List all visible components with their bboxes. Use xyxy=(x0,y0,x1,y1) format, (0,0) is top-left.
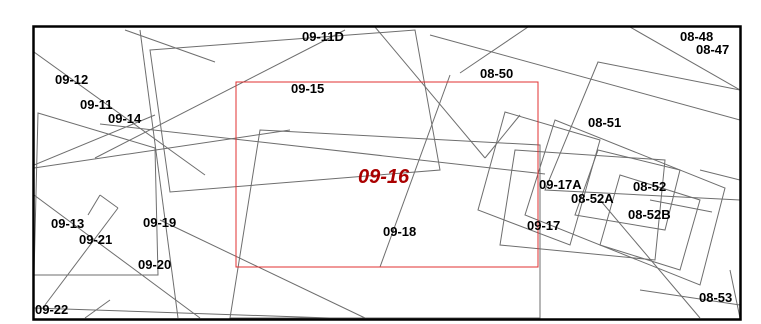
sheet-boundary xyxy=(124,29,216,63)
sheet-08-51 xyxy=(544,61,740,201)
sheet-boundary xyxy=(639,289,740,306)
sheet-label-09-14[interactable]: 09-14 xyxy=(108,111,142,126)
sheet-boundary xyxy=(99,123,546,175)
sheet-label-09-18[interactable]: 09-18 xyxy=(383,224,416,239)
sheet-label-09-19[interactable]: 09-19 xyxy=(143,215,176,230)
sheet-boundary xyxy=(84,299,111,319)
sheet-boundary xyxy=(379,74,451,268)
sheet-label-08-48[interactable]: 08-48 xyxy=(680,29,713,44)
sheet-boundary xyxy=(429,34,740,121)
sheet-08-52 xyxy=(574,149,681,231)
sheet-boundary xyxy=(94,29,346,159)
sheet-label-09-12[interactable]: 09-12 xyxy=(55,72,88,87)
sheet-boundary xyxy=(699,169,740,181)
sheet-label-08-52[interactable]: 08-52 xyxy=(633,179,666,194)
highlighted-sheet-frame xyxy=(235,81,539,268)
sheet-boundary xyxy=(99,194,119,209)
sheet-label-08-52A[interactable]: 08-52A xyxy=(571,191,614,206)
sheet-boundary xyxy=(87,194,101,216)
sheet-09-17A xyxy=(477,111,601,246)
sheet-label-09-15[interactable]: 09-15 xyxy=(291,81,324,96)
sheet-boundary xyxy=(159,219,366,319)
sheet-09-18 xyxy=(229,129,541,319)
sheet-09-14 xyxy=(34,112,159,276)
map-border xyxy=(32,25,742,321)
sheet-label-08-50[interactable]: 08-50 xyxy=(480,66,513,81)
sheet-09-15 xyxy=(149,29,441,193)
sheet-boundary xyxy=(484,114,521,159)
sheet-boundary xyxy=(139,29,179,319)
sheet-boundary xyxy=(44,207,119,306)
sheet-label-09-17A[interactable]: 09-17A xyxy=(539,177,582,192)
sheet-label-09-11D[interactable]: 09-11D xyxy=(302,29,344,44)
highlighted-sheet-label-09-16[interactable]: 09-16 xyxy=(358,166,410,188)
sheet-boundary xyxy=(599,199,701,319)
sheet-label-09-20[interactable]: 09-20 xyxy=(138,257,171,272)
index-polygons xyxy=(34,27,740,319)
sheet-label-08-47[interactable]: 08-47 xyxy=(696,42,729,57)
sheet-boundary xyxy=(374,27,486,159)
sheet-08-52A xyxy=(524,119,726,286)
sheet-label-08-52B[interactable]: 08-52B xyxy=(628,207,671,222)
sheet-boundary xyxy=(34,51,206,176)
sheet-boundary xyxy=(34,307,331,319)
sheet-label-08-53[interactable]: 08-53 xyxy=(699,290,732,305)
sheet-label-09-17[interactable]: 09-17 xyxy=(527,218,560,233)
sheet-boundary xyxy=(459,27,529,74)
sheet-boundary xyxy=(34,129,291,169)
sheet-boundary xyxy=(34,114,156,166)
sheet-boundary xyxy=(629,27,740,91)
sheet-label-09-13[interactable]: 09-13 xyxy=(51,216,84,231)
sheet-label-09-11[interactable]: 09-11 xyxy=(80,97,113,112)
sheet-boundary xyxy=(34,194,201,319)
sheet-boundary xyxy=(729,269,740,319)
sheet-08-52B xyxy=(599,174,701,271)
sheet-label-09-21[interactable]: 09-21 xyxy=(79,232,112,247)
sheet-label-08-51[interactable]: 08-51 xyxy=(588,115,621,130)
sheet-09-17 xyxy=(499,149,666,261)
sheet-label-09-22[interactable]: 09-22 xyxy=(35,302,68,317)
